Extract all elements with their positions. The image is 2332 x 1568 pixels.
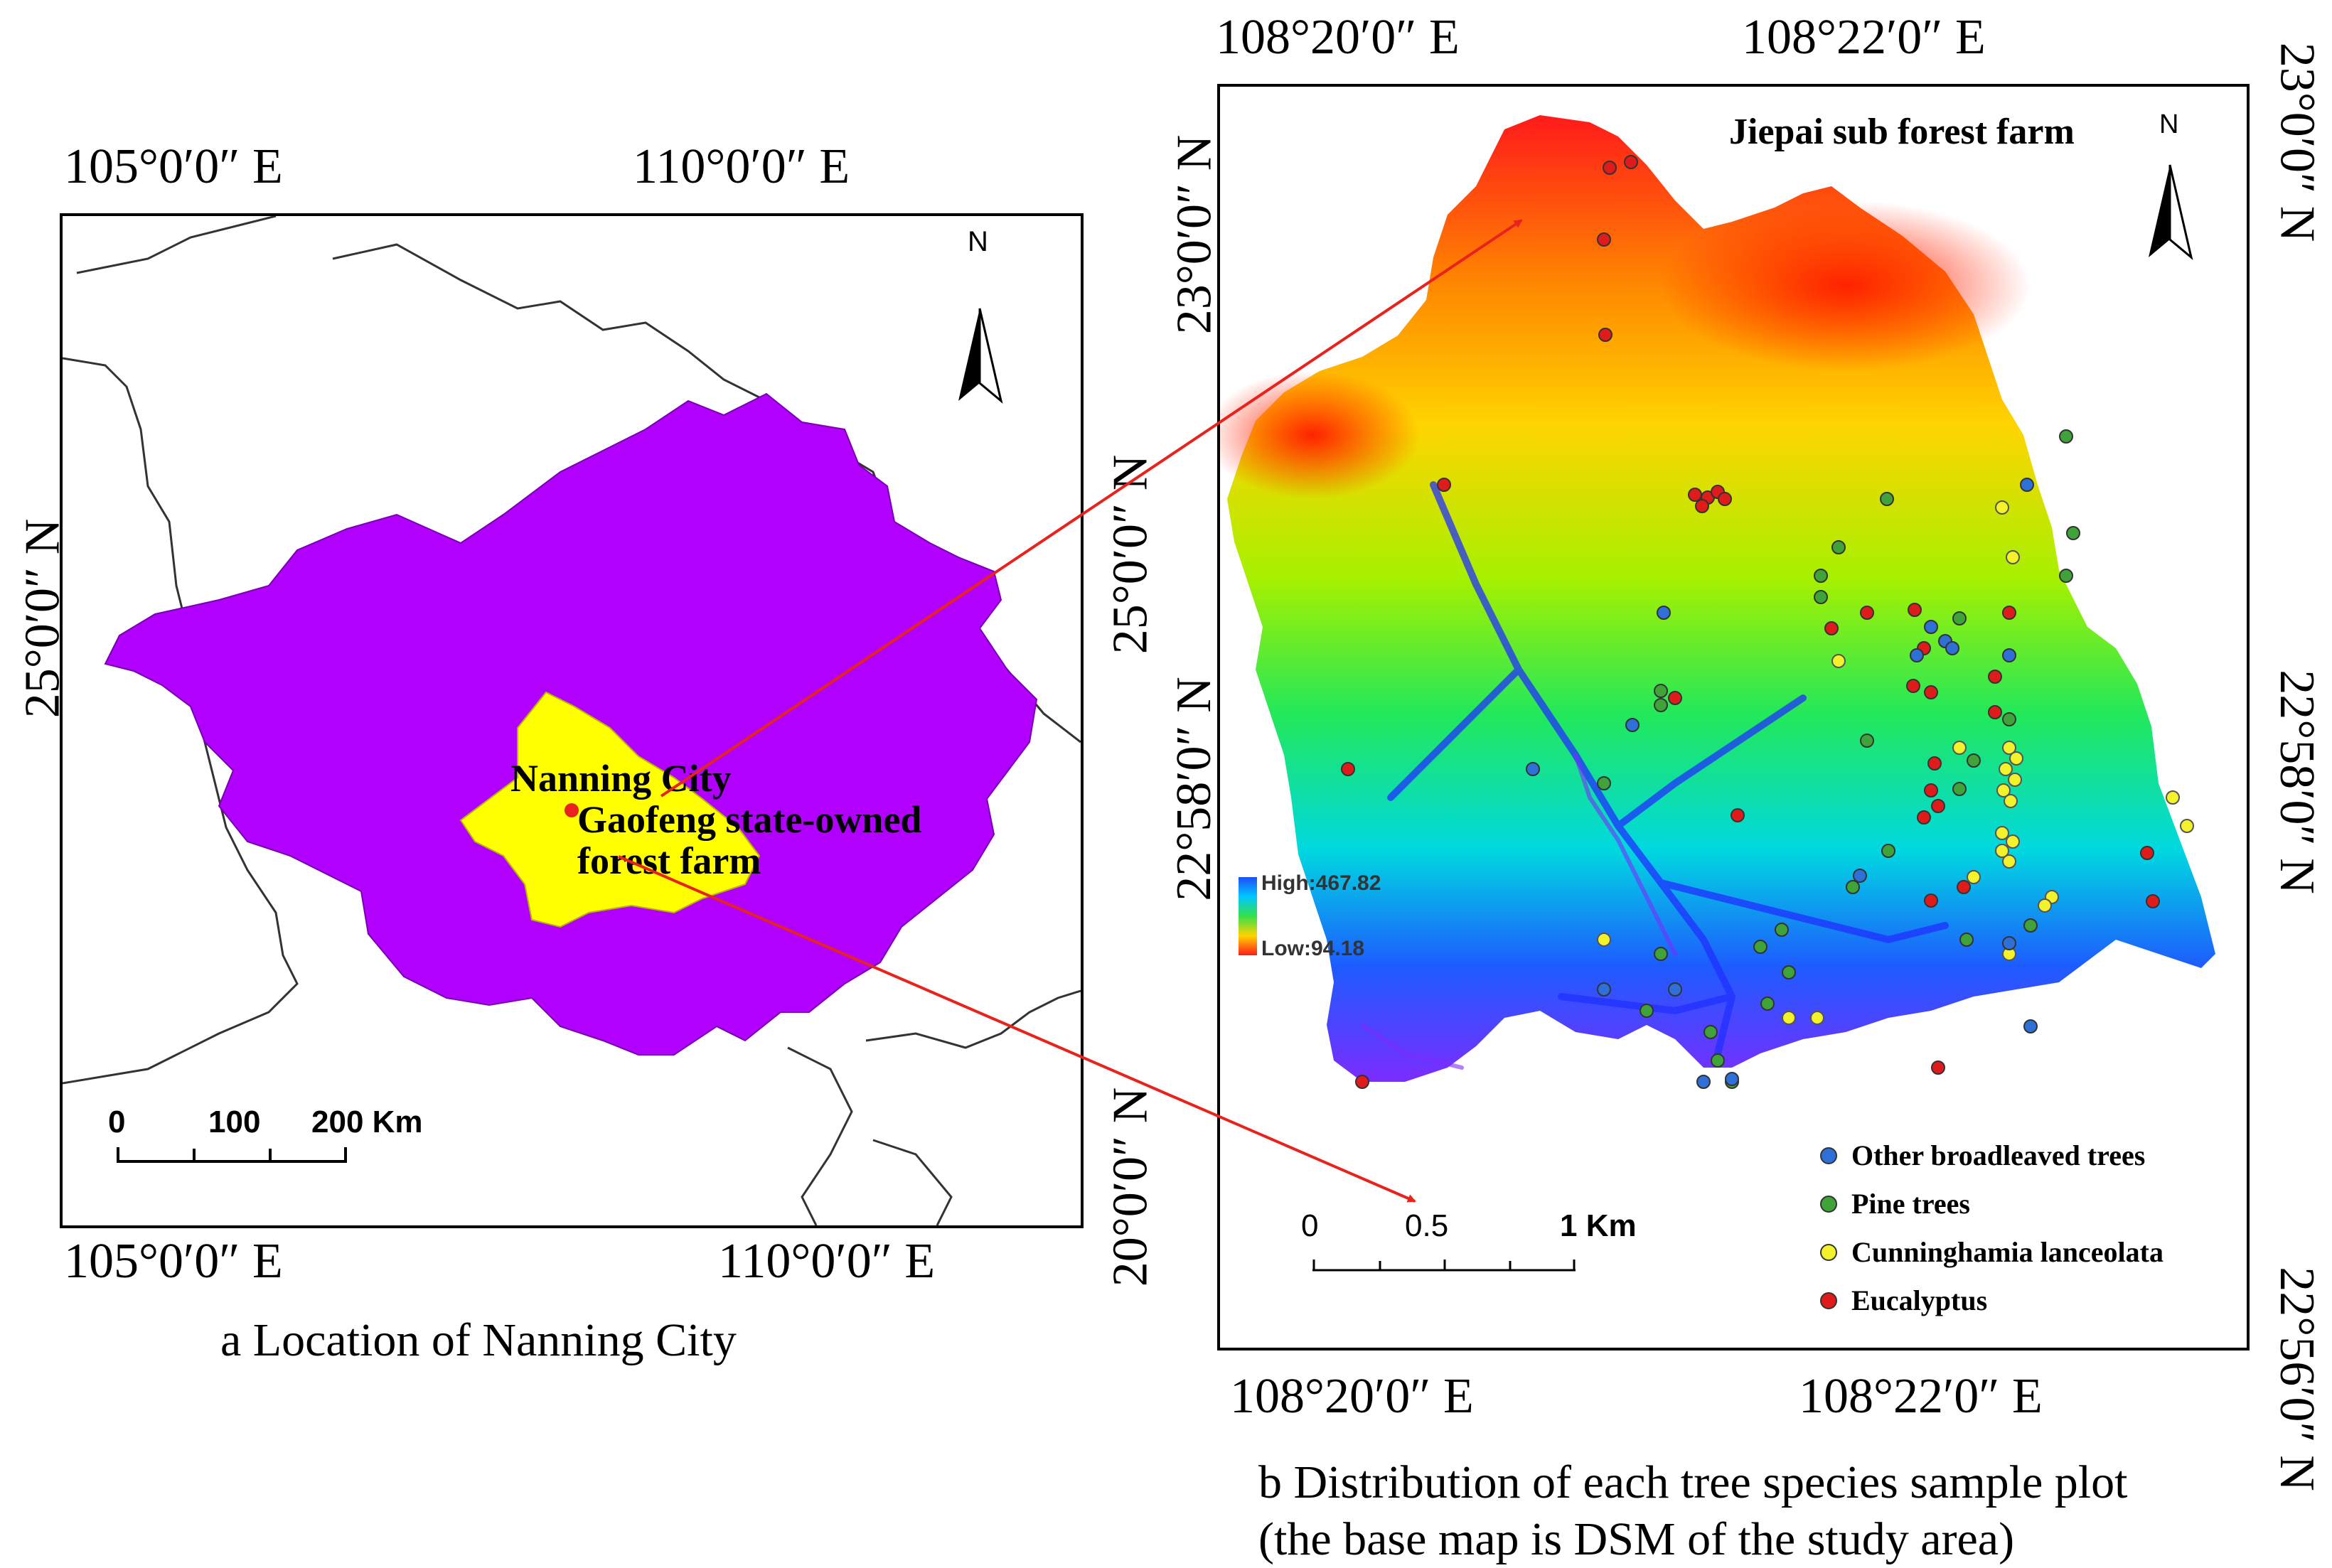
legend-label-eucalyptus: Eucalyptus — [1851, 1284, 1988, 1316]
panel-b-top-coord-1: 108°20′0″ E — [1216, 10, 1460, 65]
farm-label-2: forest farm — [577, 839, 761, 882]
panel-a-scale-bar — [117, 1147, 347, 1163]
panel-b-right-coord-box-3: 22°56′0″ N — [2140, 1267, 2332, 1491]
boundary-west — [63, 357, 299, 1085]
panel-a-caption: a Location of Nanning City — [220, 1314, 737, 1366]
plots-pine — [1597, 429, 2080, 1089]
panel-b-bottom-coord-1: 108°20′0″ E — [1230, 1369, 1474, 1424]
panel-b-right-coord-2: 22°58′0″ N — [2269, 670, 2324, 894]
legend-marker-eucalyptus — [1820, 1292, 1837, 1309]
dsm-legend-high: High:467.82 — [1261, 871, 1381, 895]
panel-b-scale-05: 0.5 — [1405, 1208, 1449, 1243]
panel-a-right-coord-1: 25°0′0″ N — [1102, 454, 1157, 655]
panel-a-north-arrow — [958, 308, 1003, 404]
legend-label-broadleaved: Other broadleaved trees — [1851, 1139, 2146, 1171]
panel-a-scale-200: 200 Km — [311, 1105, 423, 1139]
ridge-center — [1661, 200, 2031, 371]
panel-b-left-coord-2: 22°58′0″ N — [1166, 677, 1221, 901]
panel-a-map-svg — [63, 216, 1081, 1225]
legend-marker-cunninghamia — [1820, 1244, 1837, 1261]
panel-b-title: Jiepai sub forest farm — [1729, 112, 2075, 152]
panel-b-scale-bar — [1312, 1260, 1576, 1272]
boundary-coast — [787, 989, 1081, 1225]
legend-label-cunninghamia: Cunninghamia lanceolata — [1851, 1236, 2163, 1268]
panel-b-scale-1: 1 Km — [1560, 1208, 1637, 1243]
panel-b-right-coord-3: 22°56′0″ N — [2269, 1267, 2324, 1491]
farm-label-1: Gaofeng state-owned — [577, 798, 922, 841]
panel-b-right-coord-1: 23°0′0″ N — [2269, 42, 2324, 242]
panel-b-top-coord-2: 108°22′0″ E — [1742, 10, 1986, 65]
plots-broadleaved — [1526, 478, 2038, 1089]
legend-marker-pine — [1820, 1196, 1837, 1213]
plots-cunninghamia — [1597, 500, 2194, 1025]
panel-b-left-coord-1: 23°0′0″ N — [1166, 134, 1221, 335]
panel-a-right-coord-2: 20°0′0″ N — [1102, 1087, 1157, 1287]
panel-a-north-label: N — [968, 226, 988, 257]
panel-a-top-coord-2: 110°0′0″ E — [633, 139, 850, 194]
legend-marker-broadleaved — [1820, 1147, 1837, 1164]
panel-b-caption-1: b Distribution of each tree species samp… — [1258, 1456, 2128, 1508]
dsm-legend-low: Low:94.18 — [1261, 937, 1365, 960]
panel-b-north-arrow — [2149, 164, 2193, 261]
panel-b-caption-2: (the base map is DSM of the study area) — [1258, 1513, 2015, 1565]
panel-a-top-coord-1: 105°0′0″ E — [64, 139, 283, 194]
panel-b-map-frame: Jiepai sub forest farm N High:467.82 Low… — [1217, 84, 2250, 1350]
panel-a-bottom-coord-2: 110°0′0″ E — [718, 1234, 936, 1289]
city-label: Nanning City — [510, 757, 732, 800]
panel-a-scale-0: 0 — [108, 1105, 126, 1139]
dsm-legend-bar — [1239, 877, 1257, 955]
panel-a-scale-100: 100 — [208, 1105, 261, 1139]
panel-b-scale-0: 0 — [1301, 1208, 1319, 1243]
panel-a-map-frame: N Nanning City Gaofeng state-owned fores… — [60, 213, 1084, 1228]
gaofeng-marker — [565, 803, 579, 817]
panel-a-bottom-coord-1: 105°0′0″ E — [64, 1234, 283, 1289]
panel-b-north-label: N — [2159, 109, 2179, 139]
legend-label-pine: Pine trees — [1851, 1188, 1970, 1220]
panel-b-bottom-coord-2: 108°22′0″ E — [1799, 1369, 2043, 1424]
